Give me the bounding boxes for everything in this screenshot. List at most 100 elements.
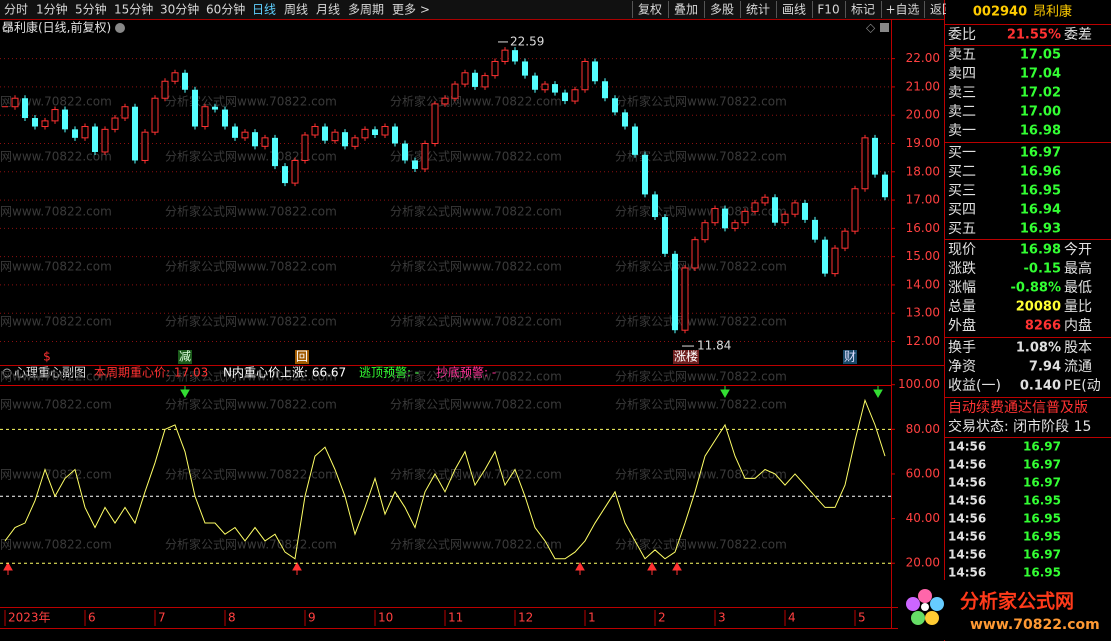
candle (241, 131, 249, 139)
toolbar-button[interactable]: F10 (817, 3, 839, 17)
y-tick-label: 60.00 (906, 466, 940, 480)
y-tick-label: 13.00 (906, 306, 940, 320)
toolbar-tab[interactable]: 周线 (284, 3, 308, 17)
toolbar-button[interactable]: 复权 (638, 3, 662, 17)
toolbar-tab[interactable]: 60分钟 (206, 2, 245, 17)
candle (812, 219, 818, 240)
high-label: 22.59 (510, 34, 544, 48)
quote-value: 16.93 (1020, 222, 1061, 237)
candle (431, 103, 439, 144)
toolbar-tab[interactable]: 分时 (4, 3, 28, 17)
toolbar-tab[interactable]: 15分钟 (114, 2, 153, 17)
date-label: 4 (788, 611, 796, 625)
candle (282, 166, 288, 184)
logo-bg (898, 580, 1110, 640)
watermark: 分析家公式网www.70822.com (615, 259, 787, 274)
candle (222, 109, 228, 127)
toolbar-button[interactable]: 统计 (746, 3, 770, 17)
toolbar-tab[interactable]: 多周期 (348, 3, 384, 17)
toolbar-button[interactable]: 画线 (782, 3, 806, 17)
candle (711, 208, 719, 224)
quote-label: 卖四 (948, 66, 976, 82)
candle (62, 109, 68, 130)
watermark: 分析家公式网www.70822.com (0, 259, 112, 274)
watermark: 分析家公式网www.70822.com (615, 397, 787, 412)
candle (761, 196, 769, 204)
toolbar-tab[interactable]: 5分钟 (75, 2, 107, 17)
toolbar-button[interactable]: 多股 (710, 3, 734, 17)
tick-price: 16.97 (1023, 458, 1061, 472)
tick-price: 16.95 (1023, 494, 1061, 508)
chart-title: 昂利康(日线,前复权) (2, 20, 111, 35)
quote-value: 7.94 (1029, 360, 1061, 375)
watermark: 分析家公式网www.70822.com (165, 537, 337, 552)
tick-price: 16.95 (1023, 566, 1061, 580)
quote-label: 收益(一) (948, 378, 1001, 394)
quote-value: -0.15 (1024, 262, 1061, 277)
candle (791, 202, 799, 215)
candle (741, 210, 749, 224)
tick-time: 14:56 (948, 512, 986, 526)
toolbar-tab[interactable]: 1分钟 (36, 2, 68, 17)
candle (861, 137, 869, 190)
buy-arrow (292, 561, 302, 575)
sell-arrow (180, 386, 190, 399)
candle (491, 60, 499, 77)
candle (581, 60, 589, 91)
diamond-icon[interactable]: ◇ (866, 21, 876, 35)
watermark: 分析家公式网www.70822.com (0, 397, 112, 412)
candle (192, 89, 198, 127)
candle (541, 83, 549, 91)
quote-value: 16.98 (1020, 243, 1061, 258)
quote-value: 16.94 (1020, 203, 1061, 218)
toolbar-button[interactable]: +自选 (885, 3, 919, 17)
quote-sublabel: 股本 (1064, 340, 1092, 356)
watermark: 分析家公式网www.70822.com (165, 397, 337, 412)
tick-price: 16.95 (1023, 530, 1061, 544)
candle (322, 126, 328, 141)
menu-icon[interactable] (2, 368, 12, 378)
watermark: 分析家公式网www.70822.com (390, 149, 562, 164)
candle (81, 126, 89, 139)
tick-price: 16.97 (1023, 548, 1061, 562)
candle (822, 239, 828, 274)
title-dropdown[interactable] (115, 23, 125, 33)
buy-arrow (672, 561, 682, 575)
candle (451, 83, 459, 99)
candle (421, 142, 429, 170)
notice: 自动续费通达信普及版 (948, 399, 1088, 416)
candle (652, 194, 658, 218)
quote-label: 买五 (948, 221, 976, 237)
candle (412, 160, 418, 169)
candle (121, 106, 129, 119)
candle (571, 89, 579, 102)
candle (552, 84, 558, 93)
low-label: 11.84 (697, 339, 731, 353)
quote-sublabel: 量比 (1064, 299, 1092, 315)
close-icon[interactable] (880, 23, 889, 32)
toolbar-tab[interactable]: 日线 (252, 3, 276, 17)
watermark: 分析家公式网www.70822.com (390, 369, 562, 384)
quote-value: 17.00 (1020, 105, 1061, 120)
y-tick-label: 40.00 (906, 511, 940, 525)
toolbar-tab[interactable]: 30分钟 (160, 2, 199, 17)
toolbar-button[interactable]: 叠加 (674, 3, 698, 17)
menu-icon[interactable] (2, 23, 12, 33)
candle (731, 222, 739, 229)
quote-value: 16.95 (1020, 184, 1061, 199)
date-label: 5 (858, 611, 866, 625)
candle (622, 112, 628, 127)
candle (252, 132, 258, 147)
candle (481, 75, 489, 88)
watermark: 分析家公式网www.70822.com (0, 467, 112, 482)
quote-label: 净资 (948, 359, 976, 375)
quote-label: 买四 (948, 202, 976, 218)
tick-time: 14:56 (948, 440, 986, 454)
watermark: 分析家公式网www.70822.com (165, 149, 337, 164)
event-tag: 回 (296, 350, 308, 364)
toolbar-tab[interactable]: 更多 > (392, 3, 430, 17)
tick-time: 14:56 (948, 566, 986, 580)
toolbar-tab[interactable]: 月线 (316, 3, 340, 17)
toolbar-button[interactable]: 标记 (851, 3, 875, 17)
